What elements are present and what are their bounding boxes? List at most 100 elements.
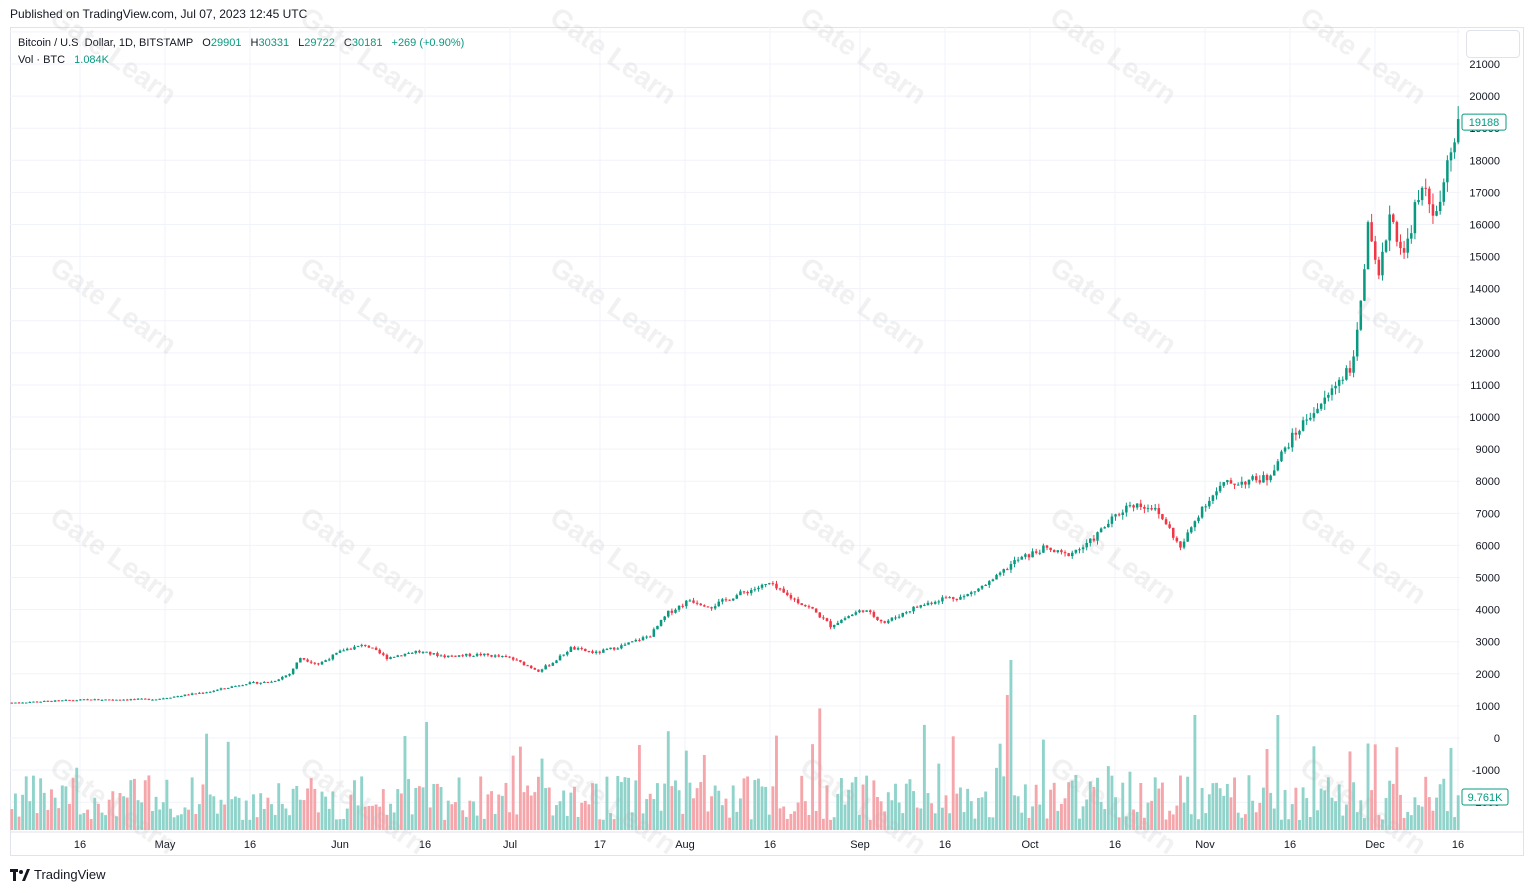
volume-bar (713, 785, 717, 830)
volume-bar (1445, 811, 1449, 830)
candle-body (1402, 248, 1406, 253)
candle-body (360, 644, 363, 646)
time-axis-label: 16 (1284, 839, 1296, 851)
volume-bar (1204, 813, 1208, 830)
candle-body (82, 699, 86, 701)
volume-bar (706, 811, 710, 830)
candle-body (43, 700, 46, 702)
candle-body (861, 610, 865, 612)
volume-bar (280, 803, 284, 830)
candle-body (1312, 413, 1316, 418)
candle-body (768, 583, 771, 585)
volume-bar (767, 814, 771, 830)
candle-body (894, 617, 897, 619)
candle-body (865, 610, 868, 612)
price-axis-label: 1000 (1476, 701, 1500, 713)
chart-menu-button[interactable] (1466, 30, 1520, 58)
volume-bar (771, 786, 775, 830)
candle-body (901, 612, 904, 617)
volume-bar (522, 792, 526, 830)
volume-bar (1016, 796, 1020, 830)
candle-body (244, 684, 248, 686)
volume-bar (421, 787, 425, 830)
volume-bar (814, 810, 818, 830)
volume-bar (692, 798, 695, 830)
volume-bar (60, 785, 64, 830)
volume-bar (1139, 783, 1143, 830)
volume-bar (948, 813, 952, 830)
volume-bar (847, 789, 851, 830)
candle-body (345, 648, 349, 651)
candle-body (1417, 200, 1420, 203)
candle-body (93, 699, 97, 701)
volume-bar (1287, 819, 1291, 830)
volume-bar (587, 804, 591, 830)
volume-bar (1427, 797, 1431, 830)
candle-body (796, 599, 800, 604)
volume-bar (955, 793, 959, 830)
candle-body (125, 699, 129, 701)
volume-bar (796, 802, 800, 830)
candle-body (104, 699, 107, 701)
candle-body (17, 702, 21, 704)
volume-bar (775, 735, 778, 830)
volume-bar (540, 758, 544, 830)
volume-bar (843, 804, 847, 830)
candle-body (890, 617, 894, 621)
candle-body (425, 651, 428, 653)
volume-bar (78, 814, 82, 830)
volume-bar (886, 792, 890, 830)
volume-bar (381, 789, 385, 830)
price-axis-label: 15000 (1469, 252, 1500, 264)
volume-bar (800, 775, 804, 830)
candle-body (162, 698, 165, 700)
volume-bar (187, 809, 190, 830)
candle-body (295, 662, 299, 669)
legend-symbol: Bitcoin / U.S. Dollar, 1D, BITSTAMP (18, 37, 194, 49)
candle-body (695, 602, 699, 604)
tradingview-logo-icon (10, 868, 30, 881)
volume-bar (1049, 789, 1053, 830)
candle-body (511, 657, 515, 660)
candle-body (872, 612, 876, 617)
candle-body (721, 599, 724, 602)
volume-bar (1168, 810, 1172, 830)
volume-bar (288, 815, 291, 830)
candle-body (284, 675, 288, 677)
candle-body (760, 584, 764, 588)
volume-bar (360, 776, 364, 830)
price-chart[interactable]: 2100020000190001800017000160001500014000… (10, 27, 1524, 856)
volume-bar (1132, 809, 1136, 830)
volume-bar (1186, 776, 1190, 830)
time-axis-label: May (155, 839, 176, 851)
candle-body (836, 622, 840, 626)
volume-bar (259, 793, 263, 830)
volume-bar (35, 813, 39, 830)
volume-bar (298, 799, 302, 830)
candle-body (951, 597, 955, 599)
price-axis-label: 0 (1494, 733, 1500, 745)
candle-body (742, 591, 746, 593)
volume-bar (428, 807, 432, 830)
volume-bar (836, 793, 840, 830)
volume-bar (738, 798, 742, 830)
volume-bar (1301, 787, 1305, 830)
volume-bar (1096, 777, 1099, 830)
volume-bar (53, 797, 57, 830)
volume-bar (385, 814, 389, 830)
price-axis-label: 3000 (1476, 637, 1500, 649)
candle-body (226, 687, 230, 689)
volume-bar (1276, 715, 1280, 830)
candle-body (497, 655, 501, 657)
candle-body (111, 699, 115, 701)
candle-body (573, 647, 576, 650)
candle-body (699, 603, 702, 606)
candle-body (342, 650, 345, 652)
candle-body (630, 641, 634, 643)
volume-bar (677, 790, 681, 830)
time-axis-label: 16 (1109, 839, 1121, 851)
volume-bar (1059, 803, 1063, 830)
candle-body (540, 669, 544, 672)
volume-bar (865, 775, 869, 830)
volume-bar (1312, 746, 1316, 830)
